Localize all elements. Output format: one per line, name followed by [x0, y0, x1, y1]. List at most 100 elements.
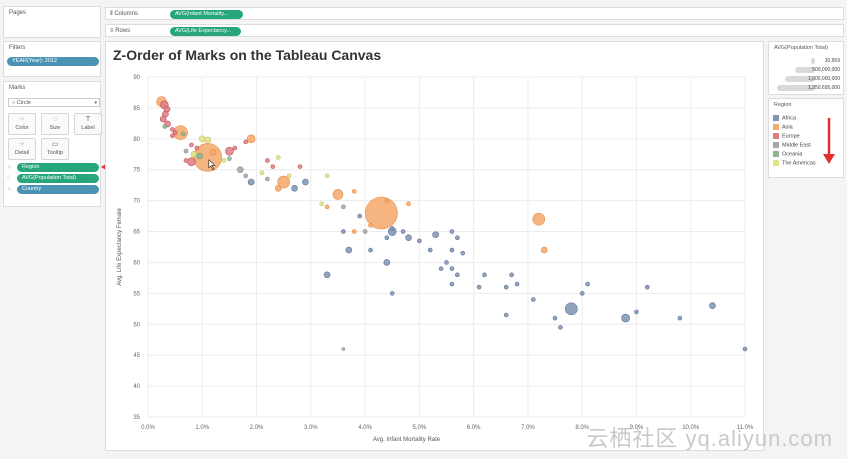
data-point [585, 281, 590, 287]
data-point [259, 170, 265, 176]
x-tick-label: 8.0% [575, 425, 589, 431]
data-point [324, 204, 330, 210]
data-point [209, 149, 217, 156]
size-legend-title: AVG(Population Total) [774, 45, 828, 51]
data-point [540, 246, 548, 254]
data-point [455, 272, 460, 278]
region-legend-item[interactable]: The Americas [773, 160, 816, 167]
data-point [265, 158, 270, 163]
marks-pill-population[interactable]: AVG(Population Total) [17, 174, 99, 183]
y-tick-label: 60 [133, 260, 140, 266]
data-point [190, 150, 198, 158]
data-point [405, 234, 412, 242]
detail-mark-icon: ⁘ [7, 187, 13, 193]
region-legend-label: Europe [782, 133, 800, 140]
data-point [476, 284, 482, 290]
y-tick-label: 75 [133, 168, 140, 174]
data-point [384, 198, 390, 203]
rows-shelf[interactable]: ≡ Rows AVG(Life Expectancy... [105, 24, 844, 37]
data-point [189, 142, 194, 148]
data-point [243, 173, 248, 179]
circle-icon: ○ [12, 100, 17, 106]
data-point [509, 272, 514, 278]
data-point [362, 229, 368, 234]
watermark: 云栖社区 yq.aliyun.com [586, 426, 833, 451]
data-point [389, 291, 395, 296]
size-card[interactable]: ◌ Size [41, 113, 69, 135]
rows-pill[interactable]: AVG(Life Expectancy... [170, 27, 241, 36]
data-point [383, 259, 391, 266]
data-point [180, 131, 186, 137]
x-tick-label: 9.0% [630, 425, 644, 431]
x-tick-label: 4.0% [358, 425, 372, 431]
data-point [274, 184, 282, 192]
detail-card[interactable]: ⁘ Detail [8, 138, 36, 160]
data-point [265, 176, 270, 182]
region-legend-swatch [773, 133, 779, 139]
data-point [187, 157, 196, 166]
data-point [351, 229, 357, 234]
mark-type-dropdown[interactable]: ○ Circle ▾ [8, 98, 100, 107]
data-point [170, 133, 175, 139]
data-point [742, 346, 748, 352]
data-point [319, 201, 324, 207]
rows-label: ≡ Rows [110, 28, 131, 34]
color-card[interactable]: ⁘ Color [8, 113, 36, 135]
size-legend-entry: 1,000,000,000 [773, 75, 840, 83]
cursor-icon [208, 159, 216, 171]
label-card[interactable]: T Label [74, 113, 102, 135]
data-point [323, 271, 331, 279]
marks-pill-country[interactable]: Country [17, 185, 99, 194]
size-legend-label: 30,959 [824, 58, 840, 64]
data-point [503, 312, 509, 318]
data-point [204, 136, 211, 144]
columns-shelf[interactable]: ⦀ Columns AVG(Infant Mortality... [105, 7, 844, 20]
region-legend-item[interactable]: Asia [773, 124, 793, 131]
data-point [400, 229, 406, 234]
y-tick-label: 40 [133, 384, 140, 390]
data-point [232, 145, 238, 151]
data-point [246, 134, 256, 144]
data-point [460, 250, 466, 256]
marks-pill-region[interactable]: Region [17, 163, 99, 172]
data-point [324, 173, 330, 179]
data-point [270, 164, 276, 169]
region-legend-item[interactable]: Europe [773, 133, 800, 140]
data-point [225, 146, 234, 156]
data-point [341, 347, 346, 351]
filter-pill-year[interactable]: YEAR(Year): 2012 [7, 57, 99, 66]
region-legend-label: Africa [782, 115, 797, 122]
data-point [438, 266, 444, 271]
columns-pill[interactable]: AVG(Infant Mortality... [170, 10, 243, 19]
data-point [368, 247, 373, 253]
size-mark-icon: ◌ [7, 175, 11, 181]
x-axis-label: Avg. Infant Mortality Rate [373, 437, 441, 443]
data-point [558, 325, 563, 330]
region-legend-item[interactable]: Africa [773, 115, 796, 122]
size-legend-entry: 500,000,000 [773, 66, 840, 74]
x-tick-label: 11.0% [737, 425, 754, 431]
region-legend-item[interactable]: Oceania [773, 151, 803, 158]
data-point [247, 178, 255, 186]
y-tick-label: 55 [133, 291, 140, 297]
region-legend-label: The Americas [782, 160, 816, 167]
x-tick-label: 5.0% [413, 425, 427, 431]
data-point [449, 229, 455, 234]
region-legend-item[interactable]: Middle East [773, 142, 811, 149]
data-point [183, 148, 189, 154]
y-tick-label: 70 [133, 199, 140, 205]
x-tick-label: 2.0% [250, 425, 264, 431]
annotation-arrow-down [823, 118, 835, 164]
data-point [332, 189, 344, 200]
data-point [170, 127, 175, 132]
tooltip-card[interactable]: ▭ Tooltip [41, 138, 69, 160]
data-point [351, 189, 357, 194]
detail-icon: ⁘ [19, 141, 25, 148]
data-point [198, 135, 206, 143]
data-point [221, 158, 227, 163]
data-point [286, 173, 292, 179]
data-point [183, 158, 189, 163]
data-point [449, 247, 455, 253]
region-legend-swatch [773, 124, 779, 130]
data-point [514, 281, 520, 287]
